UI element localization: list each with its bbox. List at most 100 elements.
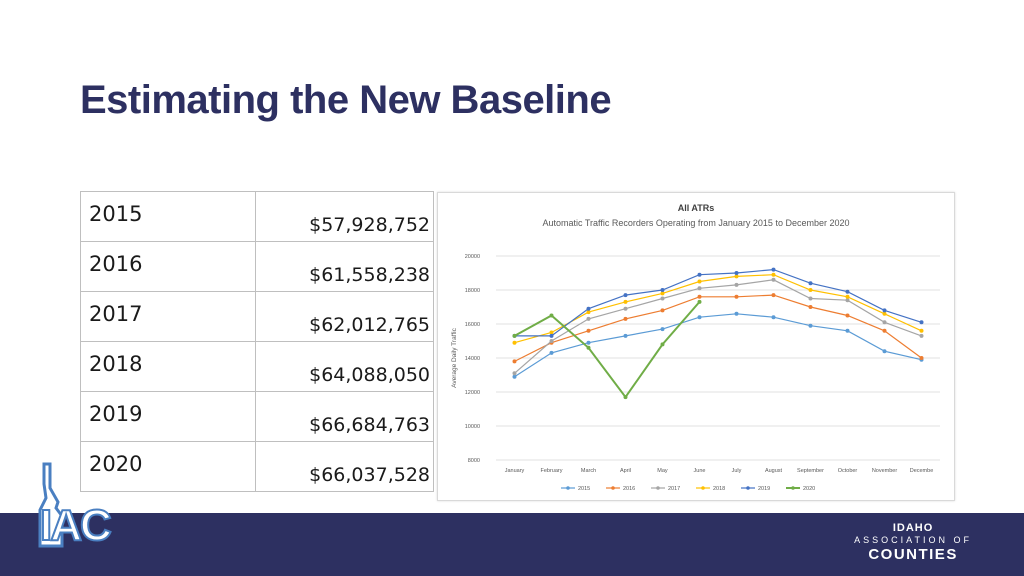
data-point-2020 <box>549 313 554 318</box>
amount-cell: $66,684,763 <box>255 391 434 442</box>
table-row: 2019 $66,684,763 <box>80 391 434 442</box>
data-point-2017 <box>660 296 665 301</box>
data-point-2016 <box>586 328 591 333</box>
org-line-1: IDAHO <box>892 522 934 534</box>
data-point-2016 <box>882 328 887 333</box>
data-point-2018 <box>549 330 554 335</box>
data-point-2017 <box>697 286 702 291</box>
data-point-2015 <box>549 350 554 355</box>
chart-frame: All ATRs Automatic Traffic Recorders Oper… <box>437 192 955 501</box>
chart-subtitle: Automatic Traffic Recorders Operating fr… <box>543 218 850 228</box>
legend-marker-2020 <box>791 486 795 490</box>
data-point-2015 <box>734 311 739 316</box>
data-point-2018 <box>845 294 850 299</box>
data-point-2019 <box>697 272 702 277</box>
amount-cell: $64,088,050 <box>255 341 434 392</box>
series-line-2018 <box>514 274 922 344</box>
legend-marker-2018 <box>701 486 705 490</box>
data-point-2018 <box>882 311 887 316</box>
data-point-2018 <box>512 340 517 345</box>
legend-label: 2017 <box>668 486 680 492</box>
iac-logo: IAC <box>36 462 136 557</box>
data-point-2018 <box>697 279 702 284</box>
legend-marker-2016 <box>611 486 615 490</box>
series-line-2020 <box>514 301 701 399</box>
amount-cell: $57,928,752 <box>255 191 434 242</box>
data-point-2020 <box>623 395 628 400</box>
data-point-2018 <box>919 328 924 333</box>
data-point-2019 <box>549 333 554 338</box>
year-cell: 2017 <box>80 291 256 342</box>
data-point-2016 <box>697 294 702 299</box>
legend-label: 2015 <box>578 486 590 492</box>
series-line-2019 <box>514 268 922 337</box>
x-tick-label: Decembe <box>910 468 934 474</box>
data-point-2020 <box>660 342 665 347</box>
data-point-2018 <box>623 299 628 304</box>
y-tick-label: 10000 <box>465 424 480 430</box>
data-point-2016 <box>512 359 517 364</box>
data-point-2016 <box>845 313 850 318</box>
x-tick-label: November <box>872 468 898 474</box>
x-tick-label: April <box>620 468 631 474</box>
data-point-2017 <box>882 320 887 325</box>
data-point-2016 <box>808 305 813 309</box>
data-point-2015 <box>845 328 850 333</box>
x-tick-label: September <box>797 468 824 474</box>
y-tick-label: 20000 <box>465 254 480 260</box>
table-row: 2020 $66,037,528 <box>80 441 434 492</box>
chart-title: All ATRs <box>678 203 715 213</box>
data-point-2015 <box>512 374 517 379</box>
year-cell: 2016 <box>80 241 256 292</box>
data-point-2018 <box>660 291 665 296</box>
org-wordmark: IDAHO ASSOCIATION OF COUNTIES <box>854 522 972 563</box>
data-point-2017 <box>808 296 813 301</box>
data-point-2019 <box>660 288 665 292</box>
data-point-2017 <box>549 339 554 343</box>
data-point-2020 <box>697 299 702 304</box>
legend-marker-2015 <box>566 486 570 490</box>
data-point-2015 <box>623 333 628 338</box>
y-tick-label: 18000 <box>465 288 480 294</box>
data-point-2019 <box>919 320 924 325</box>
legend-label: 2019 <box>758 486 770 492</box>
baseline-table: 2015 $57,928,752 2016 $61,558,238 2017 $62,01… <box>80 191 434 492</box>
amount-cell: $61,558,238 <box>255 241 434 292</box>
data-point-2019 <box>882 308 887 313</box>
data-point-2016 <box>771 293 776 298</box>
footer-bar <box>0 513 1024 576</box>
data-point-2018 <box>771 272 776 277</box>
x-tick-label: January <box>505 468 525 474</box>
data-point-2016 <box>734 294 739 299</box>
data-point-2015 <box>586 340 591 345</box>
data-point-2019 <box>734 271 739 275</box>
table-row: 2015 $57,928,752 <box>80 191 434 242</box>
data-point-2020 <box>586 345 591 350</box>
data-point-2017 <box>623 306 628 311</box>
legend-label: 2018 <box>713 486 725 492</box>
legend-marker-2017 <box>656 486 660 490</box>
x-tick-label: May <box>657 468 668 474</box>
data-point-2017 <box>771 277 776 282</box>
x-tick-label: June <box>694 468 706 474</box>
y-axis-label: Average Daily Traffic <box>451 327 458 387</box>
line-chart: All ATRs Automatic Traffic Recorders Oper… <box>451 203 940 492</box>
slide-title: Estimating the New Baseline <box>80 78 612 122</box>
y-tick-label: 12000 <box>465 390 480 396</box>
data-point-2016 <box>623 316 628 321</box>
x-tick-label: August <box>765 468 783 474</box>
data-point-2019 <box>808 281 813 286</box>
year-cell: 2019 <box>80 391 256 442</box>
data-point-2019 <box>771 267 776 272</box>
x-tick-label: February <box>540 468 562 474</box>
x-tick-label: March <box>581 468 596 474</box>
series-line-2015 <box>514 313 922 378</box>
year-cell: 2020 <box>80 441 256 492</box>
legend-label: 2016 <box>623 486 635 492</box>
y-tick-label: 16000 <box>465 322 480 328</box>
y-tick-label: 8000 <box>468 458 480 464</box>
x-tick-label: October <box>838 468 858 474</box>
data-point-2018 <box>586 310 591 315</box>
table-row: 2018 $64,088,050 <box>80 341 434 392</box>
year-cell: 2018 <box>80 341 256 392</box>
